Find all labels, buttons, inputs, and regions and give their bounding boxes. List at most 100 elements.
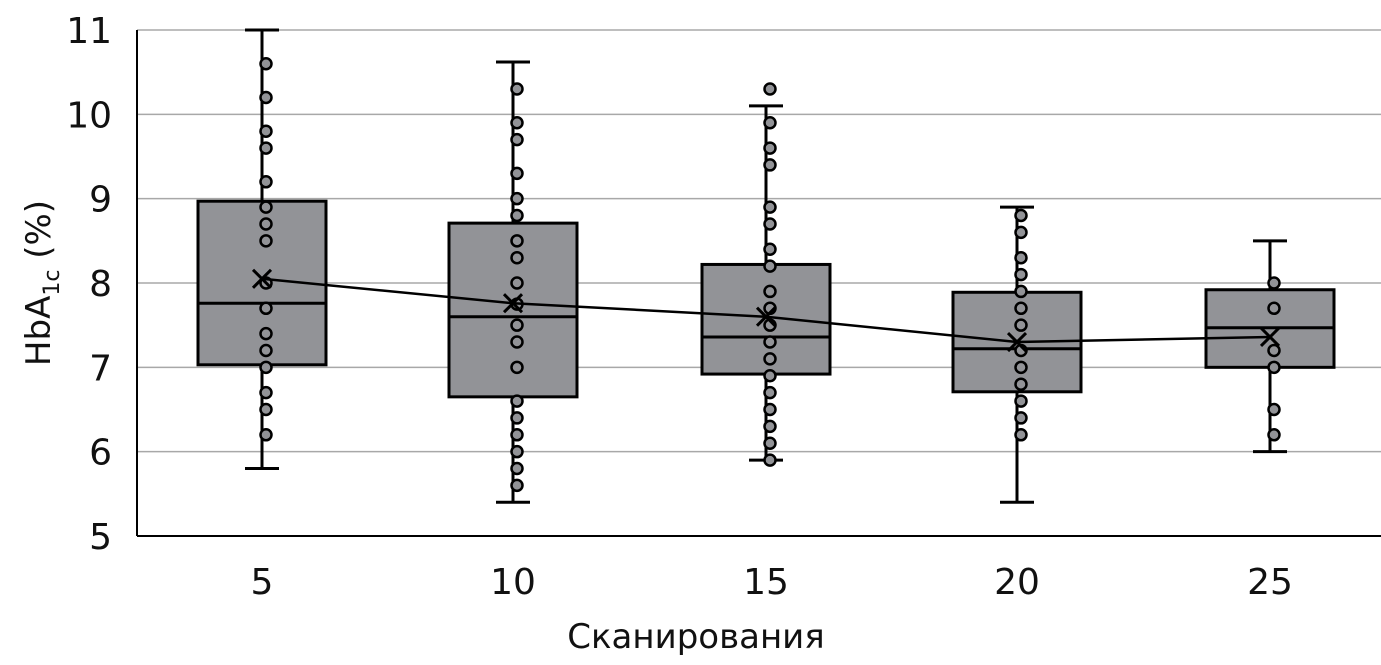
data-point <box>763 158 777 172</box>
data-point <box>763 259 777 273</box>
y-tick-label: 9 <box>89 180 112 221</box>
x-axis-label: Сканирования <box>567 617 824 657</box>
data-point <box>259 200 273 214</box>
data-point <box>1014 267 1028 282</box>
x-tick-labels: 5 10 15 20 25 <box>251 562 1293 603</box>
y-tick-label: 6 <box>89 433 112 474</box>
data-point <box>510 166 524 181</box>
data-point <box>763 453 777 467</box>
data-point <box>259 56 273 71</box>
data-point <box>259 385 273 400</box>
box-20 <box>951 205 1083 504</box>
data-point <box>763 141 777 155</box>
data-point <box>259 428 273 442</box>
data-point <box>1014 360 1028 375</box>
data-point <box>259 343 273 358</box>
data-point <box>763 352 777 366</box>
data-point <box>510 318 524 332</box>
data-point <box>763 217 777 231</box>
data-point <box>259 175 273 189</box>
data-point <box>1267 402 1281 417</box>
data-point <box>510 478 524 493</box>
data-point <box>1267 360 1281 375</box>
mean-line-group <box>251 268 1281 353</box>
data-point <box>510 276 524 290</box>
data-point <box>1014 225 1028 240</box>
data-point <box>510 394 524 408</box>
data-point <box>510 250 524 265</box>
data-point <box>1267 428 1281 442</box>
data-point <box>259 234 273 248</box>
data-point <box>510 335 524 349</box>
y-axis-label: HbA1c (%) <box>19 200 65 366</box>
mean-marker <box>1006 331 1028 353</box>
data-point <box>763 369 777 383</box>
boxes <box>196 28 1336 504</box>
x-tick-label: 15 <box>743 562 789 603</box>
mean-marker <box>755 306 777 327</box>
box-15 <box>700 82 832 467</box>
data-point <box>510 411 524 425</box>
data-point <box>763 335 777 349</box>
data-point <box>763 385 777 400</box>
data-point <box>259 217 273 231</box>
data-point <box>1267 343 1281 358</box>
data-point <box>1014 250 1028 265</box>
data-point <box>510 82 524 96</box>
data-point <box>1014 377 1028 391</box>
data-point <box>763 402 777 417</box>
data-point <box>510 444 524 459</box>
data-point <box>763 419 777 434</box>
data-point <box>259 360 273 375</box>
data-point <box>510 116 524 130</box>
y-tick-label: 5 <box>89 517 112 558</box>
data-point <box>1014 428 1028 442</box>
data-point <box>510 208 524 223</box>
data-point <box>259 90 273 105</box>
box-10 <box>447 60 579 504</box>
data-point <box>1014 394 1028 408</box>
y-tick-labels: 5 6 7 8 9 10 11 <box>66 11 112 558</box>
data-point <box>510 461 524 476</box>
data-point <box>763 116 777 130</box>
mean-marker <box>1259 326 1281 348</box>
data-point <box>1014 301 1028 316</box>
y-axis-label-sub: 1c <box>40 270 65 296</box>
data-point <box>259 141 273 155</box>
data-point <box>763 200 777 214</box>
data-point <box>763 82 777 96</box>
x-tick-label: 10 <box>490 562 536 603</box>
y-tick-label: 8 <box>89 264 112 305</box>
x-tick-label: 25 <box>1247 562 1293 603</box>
data-point <box>1267 301 1281 316</box>
data-point <box>763 242 777 257</box>
data-point <box>510 428 524 442</box>
data-point <box>259 402 273 417</box>
data-point <box>510 234 524 248</box>
data-point <box>510 191 524 206</box>
y-axis-label-suffix: (%) <box>19 200 59 270</box>
mean-marker <box>502 293 524 314</box>
data-point <box>1014 411 1028 425</box>
y-axis-label-main: HbA <box>19 296 59 366</box>
y-tick-label: 11 <box>66 11 112 52</box>
data-point <box>1014 284 1028 299</box>
box-5 <box>196 28 328 471</box>
data-point <box>259 124 273 138</box>
mean-marker <box>251 268 273 289</box>
data-point <box>510 360 524 375</box>
y-tick-label: 10 <box>66 95 112 136</box>
y-tick-label: 7 <box>89 348 112 389</box>
data-point <box>510 132 524 147</box>
data-point <box>1014 208 1028 223</box>
data-point <box>763 284 777 299</box>
data-point <box>1014 318 1028 332</box>
data-point <box>763 436 777 450</box>
x-tick-label: 5 <box>251 562 274 603</box>
box-25 <box>1204 239 1336 454</box>
data-point <box>1267 276 1281 290</box>
data-point <box>259 301 273 316</box>
x-tick-label: 20 <box>994 562 1040 603</box>
data-point <box>259 326 273 341</box>
